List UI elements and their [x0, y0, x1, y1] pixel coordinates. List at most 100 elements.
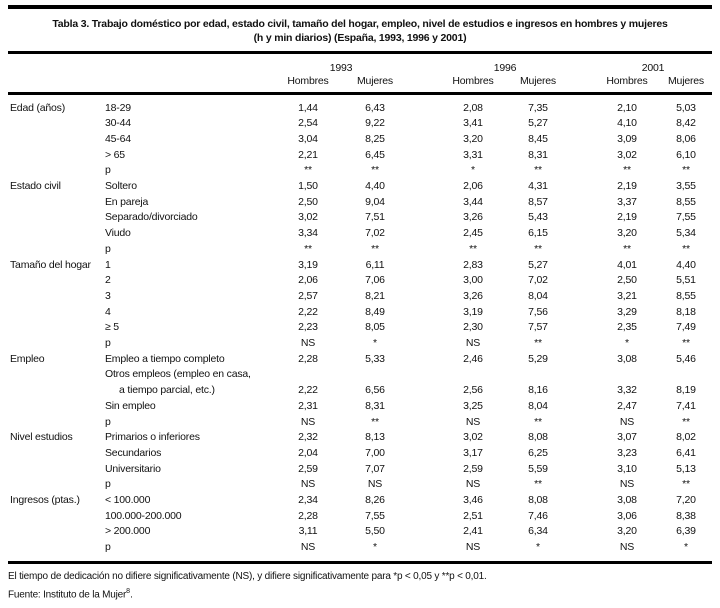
spacer-cell	[408, 179, 440, 195]
category-cell	[8, 540, 105, 556]
value-cell: 4,40	[365, 180, 385, 193]
source-period: .	[130, 589, 133, 601]
value-cell: 6,39	[676, 525, 696, 538]
value-cell: 3,26	[463, 211, 483, 224]
value-cell: **	[534, 337, 542, 350]
value-cell: 3,26	[463, 289, 483, 302]
value-cell: NS	[300, 337, 316, 350]
row-label: p	[105, 478, 111, 491]
value-cell: 7,07	[365, 462, 385, 475]
value-cell: 2,30	[463, 321, 483, 334]
spacer-cell	[408, 132, 440, 148]
value-cell: 5,43	[528, 211, 548, 224]
category-cell	[8, 524, 105, 540]
value-cell: 5,59	[528, 462, 548, 475]
value-cell: **	[682, 337, 690, 350]
spacer-cell	[570, 477, 594, 493]
value-cell: 6,45	[365, 148, 385, 161]
value-cell: 2,59	[463, 462, 483, 475]
category-cell	[8, 383, 105, 399]
value-cell: 8,19	[676, 384, 696, 397]
row-label: En pareja	[105, 195, 149, 208]
category-cell	[8, 305, 105, 321]
value-cell: 3,11	[298, 525, 318, 538]
value-cell: 3,31	[463, 148, 483, 161]
corner-cell	[105, 54, 274, 74]
table-row: > 200.000 3,11 5,50 2,41 6,34 3,20 6,39	[8, 524, 712, 540]
value-cell: 5,51	[676, 274, 696, 287]
spacer-cell	[570, 54, 594, 74]
value-cell: 7,00	[365, 446, 385, 459]
row-label: 1	[105, 258, 111, 271]
value-cell: 2,59	[298, 462, 318, 475]
category-cell	[8, 148, 105, 164]
value-cell: 2,50	[298, 195, 318, 208]
row-label: a tiempo parcial, etc.)	[119, 384, 215, 397]
value-cell: 7,51	[365, 211, 385, 224]
table-row: Tamaño del hogar 1 3,19 6,11 2,83 5,27 4,01 4,4…	[8, 258, 712, 274]
value-cell: 5,33	[365, 352, 385, 365]
value-cell: 1,50	[298, 180, 318, 193]
value-cell: **	[682, 478, 690, 491]
value-cell: *	[536, 541, 540, 554]
table-row: Otros empleos (empleo en casa,	[8, 367, 712, 383]
row-label: Soltero	[105, 180, 137, 193]
row-label: ≥ 5	[105, 321, 119, 334]
value-cell: 2,08	[463, 101, 483, 114]
value-cell: **	[534, 242, 542, 255]
significance-note: El tiempo de dedicación no difiere signi…	[8, 570, 487, 582]
value-cell: NS	[300, 541, 316, 554]
spacer-cell	[570, 462, 594, 478]
category-cell: Empleo	[10, 352, 45, 365]
gender-header: Mujeres	[506, 74, 570, 95]
value-cell: 8,08	[528, 431, 548, 444]
category-cell: Estado civil	[10, 180, 61, 193]
value-cell: *	[625, 337, 629, 350]
value-cell: 7,55	[676, 211, 696, 224]
gender-header: Hombres	[274, 74, 342, 95]
category-cell	[8, 163, 105, 179]
value-cell: **	[534, 478, 542, 491]
row-label: Sin empleo	[105, 399, 156, 412]
table-row: p ** ** * ** ** **	[8, 163, 712, 179]
value-cell: NS	[300, 415, 316, 428]
gender-header: Hombres	[440, 74, 506, 95]
spacer-cell	[408, 462, 440, 478]
category-cell	[8, 367, 105, 383]
corner-cell	[105, 74, 274, 95]
spacer-cell	[408, 210, 440, 226]
table-row: > 65 2,21 6,45 3,31 8,31 3,02 6,10	[8, 148, 712, 164]
value-cell: 2,34	[298, 494, 318, 507]
value-cell: 3,34	[298, 227, 318, 240]
spacer-cell	[570, 493, 594, 509]
value-cell: **	[371, 415, 379, 428]
spacer-cell	[570, 273, 594, 289]
value-cell: 3,44	[463, 195, 483, 208]
value-cell: 2,51	[463, 509, 483, 522]
spacer-cell	[408, 74, 440, 95]
value-cell: **	[304, 242, 312, 255]
value-cell: 3,20	[617, 227, 637, 240]
row-label: 30-44	[105, 117, 131, 130]
value-cell: 8,04	[528, 399, 548, 412]
value-cell: 2,22	[298, 384, 318, 397]
spacer-cell	[408, 116, 440, 132]
gender-header: Mujeres	[660, 74, 712, 95]
table-page: Tabla 3. Trabajo doméstico por edad, est…	[0, 5, 720, 608]
value-cell: **	[623, 164, 631, 177]
value-cell: 2,21	[298, 148, 318, 161]
value-cell: 3,02	[298, 211, 318, 224]
table-row: 100.000-200.000 2,28 7,55 2,51 7,46 3,06 8,38	[8, 509, 712, 525]
row-label: Separado/divorciado	[105, 211, 198, 224]
value-cell: **	[469, 242, 477, 255]
value-cell: 2,28	[298, 509, 318, 522]
row-label: 45-64	[105, 132, 131, 145]
value-cell: 7,02	[365, 227, 385, 240]
value-cell: 5,34	[676, 227, 696, 240]
value-cell: 2,06	[463, 180, 483, 193]
value-cell: 8,06	[676, 132, 696, 145]
row-label: Secundarios	[105, 446, 162, 459]
value-cell: 8,31	[365, 399, 385, 412]
value-cell: 4,10	[617, 117, 637, 130]
value-cell: **	[534, 164, 542, 177]
